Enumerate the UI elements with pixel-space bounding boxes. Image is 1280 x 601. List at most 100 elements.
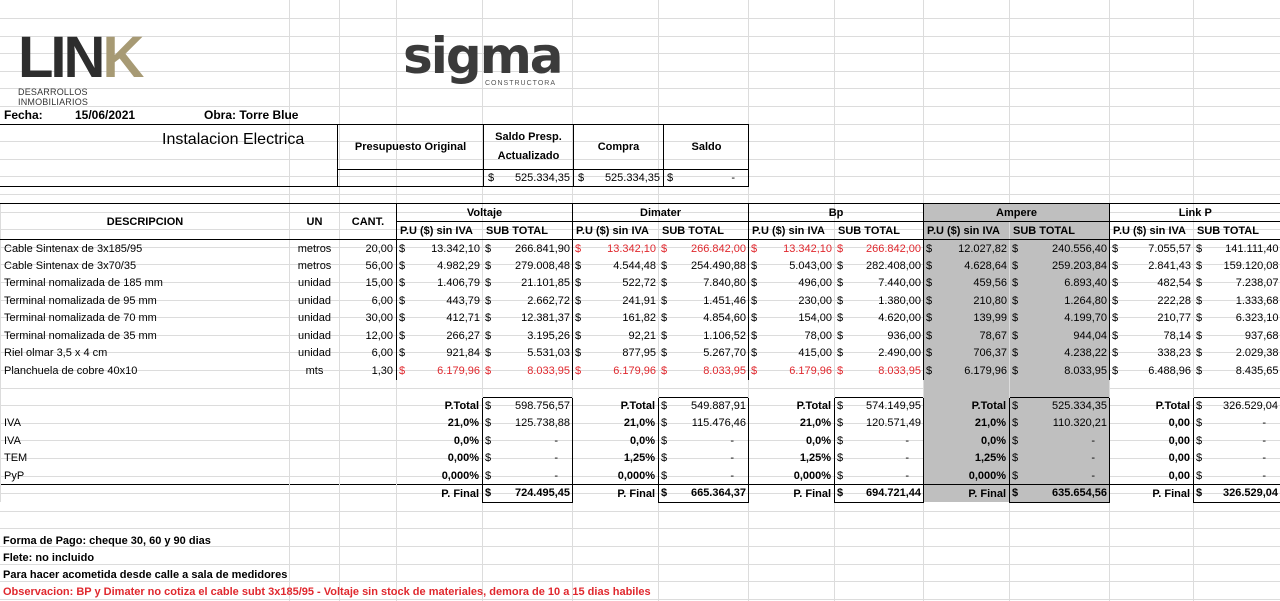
cell-un[interactable]: unidad (289, 344, 340, 362)
tax-value[interactable]: $ - (834, 449, 925, 467)
cell-subtotal[interactable]: $8.033,95 (1009, 362, 1110, 380)
cell-cant[interactable]: 15,00 (339, 274, 397, 292)
cell-pu[interactable]: $5.043,00 (748, 257, 835, 275)
tax-percent[interactable]: 21,0% (396, 414, 483, 432)
tax-value[interactable]: $125.738,88 (481, 414, 574, 432)
cell-pu[interactable]: $4.628,64 (923, 257, 1010, 275)
cell-pu[interactable]: $6.179,96 (572, 362, 659, 380)
tax-value[interactable]: $ - (834, 432, 925, 450)
cell-subtotal[interactable]: $4.238,22 (1009, 344, 1110, 362)
tax-value[interactable]: $ - (1009, 432, 1111, 450)
cell-subtotal[interactable]: $8.435,65 (1193, 362, 1280, 380)
tax-value[interactable]: $ - (658, 432, 750, 450)
cell-subtotal[interactable]: $6.893,40 (1009, 274, 1110, 292)
cell-pu[interactable]: $522,72 (572, 274, 659, 292)
cell-subtotal[interactable]: $8.033,95 (658, 362, 749, 380)
cell-subtotal[interactable]: $259.203,84 (1009, 257, 1110, 275)
cell-pu[interactable]: $78,67 (923, 327, 1010, 345)
cell-subtotal[interactable]: $266.841,90 (481, 239, 573, 257)
tax-value[interactable]: $ - (1193, 432, 1280, 450)
cell-subtotal[interactable]: $1.451,46 (658, 292, 749, 310)
tax-value[interactable]: $110.320,21 (1009, 414, 1111, 432)
cell-pu[interactable]: $210,80 (923, 292, 1010, 310)
cell-pu[interactable]: $338,23 (1109, 344, 1194, 362)
ptotal-value[interactable]: $326.529,04 (1193, 396, 1280, 415)
cell-descripcion[interactable]: Terminal nomalizada de 95 mm (0, 292, 290, 310)
cell-descripcion[interactable]: Terminal nomalizada de 35 mm (0, 327, 290, 345)
tax-value[interactable]: $ - (834, 467, 925, 485)
cell-subtotal[interactable]: $1.333,68 (1193, 292, 1280, 310)
cell-descripcion[interactable]: Cable Sintenax de 3x185/95 (0, 239, 290, 257)
tax-percent[interactable]: 0,000% (748, 467, 835, 485)
cell-subtotal[interactable]: $4.199,70 (1009, 309, 1110, 327)
tax-percent[interactable]: 0,00 (1109, 467, 1194, 485)
cell-pu[interactable]: $2.841,43 (1109, 257, 1194, 275)
cell-un[interactable]: metros (289, 239, 340, 257)
tax-value[interactable]: $ - (1193, 414, 1280, 432)
tax-value[interactable]: $ - (1193, 467, 1280, 485)
cell-subtotal[interactable]: $266.842,00 (834, 239, 924, 257)
cell-subtotal[interactable]: $12.381,37 (481, 309, 573, 327)
ptotal-value[interactable]: $574.149,95 (834, 396, 925, 415)
cell-descripcion[interactable]: Cable Sintenax de 3x70/35 (0, 257, 290, 275)
cell-pu[interactable]: $266,27 (396, 327, 483, 345)
cell-pu[interactable]: $706,37 (923, 344, 1010, 362)
cell-pu[interactable]: $78,14 (1109, 327, 1194, 345)
tax-percent[interactable]: 1,25% (572, 449, 659, 467)
tax-value[interactable]: $ - (481, 432, 574, 450)
pfinal-value[interactable]: $326.529,04 (1193, 484, 1280, 503)
cell-pu[interactable]: $92,21 (572, 327, 659, 345)
tax-percent[interactable]: 0,0% (923, 432, 1010, 450)
cell-pu[interactable]: $4.544,48 (572, 257, 659, 275)
tax-percent[interactable]: 0,0% (748, 432, 835, 450)
cell-pu[interactable]: $4.982,29 (396, 257, 483, 275)
cell-subtotal[interactable]: $3.195,26 (481, 327, 573, 345)
cell-pu[interactable]: $210,77 (1109, 309, 1194, 327)
cell-un[interactable]: metros (289, 257, 340, 275)
ptotal-value[interactable]: $549.887,91 (658, 396, 750, 415)
cell-pu[interactable]: $230,00 (748, 292, 835, 310)
cell-subtotal[interactable]: $7.840,80 (658, 274, 749, 292)
cell-subtotal[interactable]: $7.440,00 (834, 274, 924, 292)
cell-pu[interactable]: $222,28 (1109, 292, 1194, 310)
cell-pu[interactable]: $12.027,82 (923, 239, 1010, 257)
cell-pu[interactable]: $6.179,96 (396, 362, 483, 380)
tax-percent[interactable]: 0,000% (923, 467, 1010, 485)
cell-subtotal[interactable]: $2.662,72 (481, 292, 573, 310)
cell-descripcion[interactable]: Terminal nomalizada de 70 mm (0, 309, 290, 327)
cell-un[interactable]: mts (289, 362, 340, 380)
tax-value[interactable]: $ - (1009, 449, 1111, 467)
cell-pu[interactable]: $459,56 (923, 274, 1010, 292)
cell-subtotal[interactable]: $2.490,00 (834, 344, 924, 362)
cell-pu[interactable]: $6.179,96 (923, 362, 1010, 380)
ptotal-value[interactable]: $525.334,35 (1009, 396, 1111, 415)
tax-percent[interactable]: 21,0% (923, 414, 1010, 432)
cell-un[interactable]: unidad (289, 327, 340, 345)
cell-pu[interactable]: $241,91 (572, 292, 659, 310)
pfinal-value[interactable]: $635.654,56 (1009, 484, 1111, 503)
tax-value[interactable]: $ - (481, 467, 574, 485)
tax-percent[interactable]: 21,0% (572, 414, 659, 432)
pfinal-value[interactable]: $665.364,37 (658, 484, 750, 503)
cell-pu[interactable]: $139,99 (923, 309, 1010, 327)
cell-pu[interactable]: $496,00 (748, 274, 835, 292)
cell-subtotal[interactable]: $944,04 (1009, 327, 1110, 345)
tax-percent[interactable]: 0,00 (1109, 414, 1194, 432)
cell-subtotal[interactable]: $1.380,00 (834, 292, 924, 310)
tax-value[interactable]: $120.571,49 (834, 414, 925, 432)
cell-descripcion[interactable]: Planchuela de cobre 40x10 (0, 362, 290, 380)
cell-pu[interactable]: $921,84 (396, 344, 483, 362)
cell-descripcion[interactable]: Riel olmar 3,5 x 4 cm (0, 344, 290, 362)
tax-value[interactable]: $ - (658, 449, 750, 467)
tax-percent[interactable]: 1,25% (748, 449, 835, 467)
tax-percent[interactable]: 0,0% (396, 432, 483, 450)
cell-subtotal[interactable]: $2.029,38 (1193, 344, 1280, 362)
cell-subtotal[interactable]: $937,68 (1193, 327, 1280, 345)
tax-percent[interactable]: 0,00 (1109, 432, 1194, 450)
cell-cant[interactable]: 30,00 (339, 309, 397, 327)
cell-pu[interactable]: $154,00 (748, 309, 835, 327)
cell-pu[interactable]: $877,95 (572, 344, 659, 362)
cell-subtotal[interactable]: $4.854,60 (658, 309, 749, 327)
cell-subtotal[interactable]: $8.033,95 (834, 362, 924, 380)
cell-subtotal[interactable]: $279.008,48 (481, 257, 573, 275)
